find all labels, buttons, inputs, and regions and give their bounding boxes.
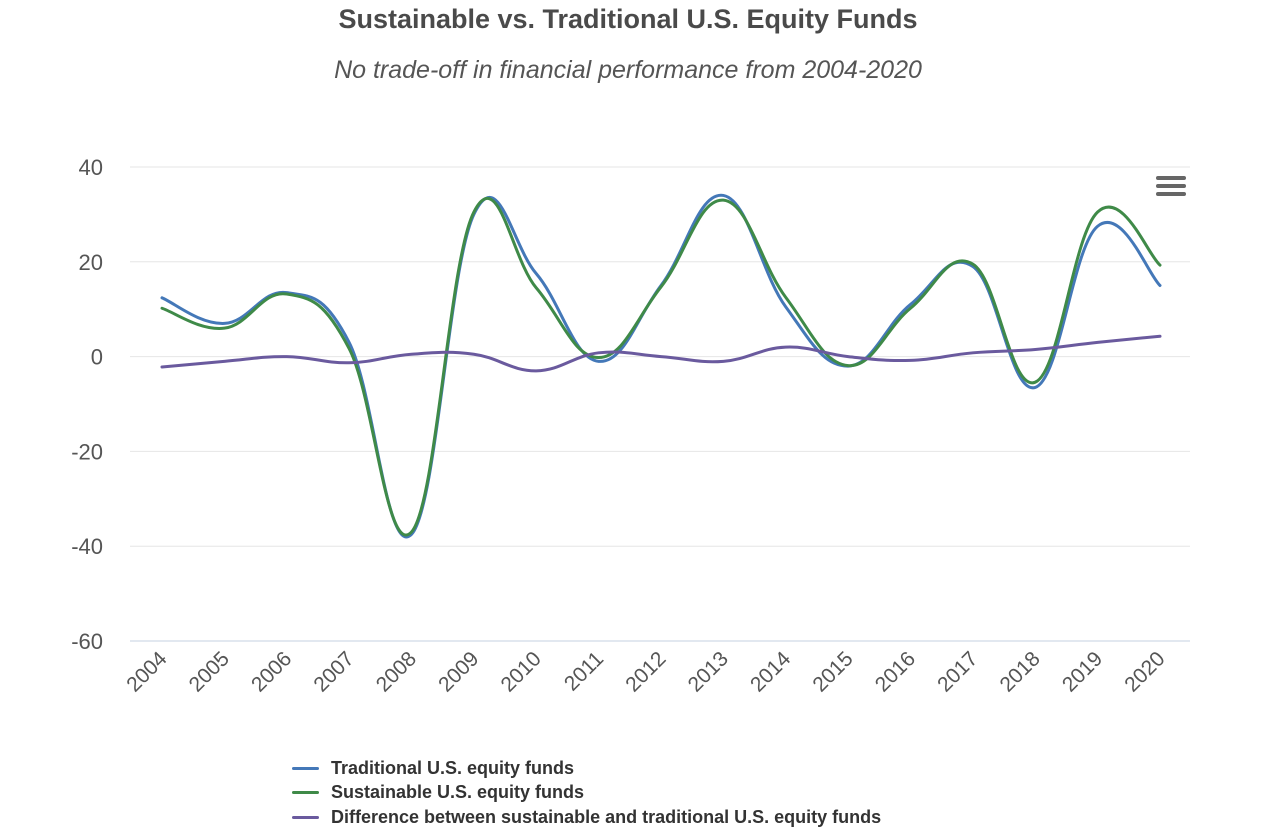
data-point[interactable] bbox=[657, 283, 665, 291]
data-point[interactable] bbox=[283, 290, 291, 298]
x-tick-label: 2018 bbox=[995, 647, 1044, 696]
x-tick-label: 2015 bbox=[808, 647, 857, 696]
legend-label-traditional: Traditional U.S. equity funds bbox=[331, 757, 575, 778]
data-point[interactable] bbox=[345, 359, 353, 367]
data-point[interactable] bbox=[595, 349, 603, 357]
data-point[interactable] bbox=[1031, 345, 1039, 353]
data-point[interactable] bbox=[782, 303, 790, 311]
data-point[interactable] bbox=[1094, 222, 1102, 230]
data-point[interactable] bbox=[470, 208, 478, 216]
x-tick-label: 2017 bbox=[933, 647, 982, 696]
y-tick-label: 0 bbox=[91, 345, 103, 370]
x-tick-label: 2009 bbox=[434, 647, 483, 696]
hamburger-menu-icon bbox=[1156, 176, 1186, 180]
x-tick-label: 2011 bbox=[560, 647, 608, 695]
data-point[interactable] bbox=[782, 293, 790, 301]
y-tick-label: 20 bbox=[79, 250, 103, 275]
series-traditional[interactable] bbox=[160, 193, 1162, 539]
x-tick-label: 2008 bbox=[372, 647, 421, 696]
x-tick-label: 2005 bbox=[185, 647, 234, 696]
data-point[interactable] bbox=[158, 294, 166, 302]
series-sustainable[interactable] bbox=[160, 196, 1162, 537]
data-point[interactable] bbox=[1031, 378, 1039, 386]
data-point[interactable] bbox=[719, 357, 727, 365]
x-tick-label: 2014 bbox=[746, 647, 796, 697]
data-point[interactable] bbox=[907, 356, 915, 364]
data-point[interactable] bbox=[158, 363, 166, 371]
x-tick-label: 2013 bbox=[684, 647, 733, 696]
data-point[interactable] bbox=[345, 345, 353, 353]
data-point[interactable] bbox=[408, 350, 416, 358]
y-tick-label: -20 bbox=[71, 439, 103, 464]
data-point[interactable] bbox=[158, 304, 166, 312]
x-tick-label: 2012 bbox=[621, 647, 670, 696]
x-tick-label: 2016 bbox=[871, 647, 920, 696]
data-point[interactable] bbox=[907, 304, 915, 312]
chart-title: Sustainable vs. Traditional U.S. Equity … bbox=[338, 4, 918, 34]
data-point[interactable] bbox=[719, 196, 727, 204]
legend-swatch-traditional bbox=[292, 766, 319, 770]
legend-swatch-sustainable bbox=[292, 791, 319, 795]
data-point[interactable] bbox=[844, 353, 852, 361]
data-point[interactable] bbox=[532, 367, 540, 375]
y-tick-label: -40 bbox=[71, 534, 103, 559]
data-point[interactable] bbox=[1156, 261, 1164, 269]
data-point[interactable] bbox=[1094, 208, 1102, 216]
y-tick-label: -60 bbox=[71, 629, 103, 654]
legend-item-difference[interactable]: Difference between sustainable and tradi… bbox=[292, 805, 881, 830]
legend: Traditional U.S. equity funds Sustainabl… bbox=[292, 756, 881, 830]
data-point[interactable] bbox=[220, 324, 228, 332]
y-tick-label: 40 bbox=[79, 155, 103, 180]
data-point[interactable] bbox=[408, 528, 416, 536]
legend-label-difference: Difference between sustainable and tradi… bbox=[331, 806, 882, 827]
data-point[interactable] bbox=[782, 343, 790, 351]
data-point[interactable] bbox=[969, 260, 977, 268]
data-point[interactable] bbox=[844, 362, 852, 370]
data-point[interactable] bbox=[220, 357, 228, 365]
data-point[interactable] bbox=[1094, 338, 1102, 346]
data-point[interactable] bbox=[657, 353, 665, 361]
chart-menu-button[interactable] bbox=[1150, 172, 1192, 204]
data-point[interactable] bbox=[283, 353, 291, 361]
x-tick-label: 2020 bbox=[1120, 647, 1169, 696]
legend-item-sustainable[interactable]: Sustainable U.S. equity funds bbox=[292, 781, 881, 806]
x-tick-label: 2004 bbox=[122, 647, 172, 697]
series-difference[interactable] bbox=[160, 334, 1162, 373]
x-tick-label: 2007 bbox=[309, 647, 358, 696]
chart-subtitle: No trade-off in financial performance fr… bbox=[334, 56, 922, 84]
legend-swatch-difference bbox=[292, 815, 319, 819]
data-point[interactable] bbox=[532, 270, 540, 278]
x-tick-label: 2019 bbox=[1058, 647, 1107, 696]
data-point[interactable] bbox=[969, 349, 977, 357]
x-tick-label: 2006 bbox=[247, 647, 296, 696]
data-point[interactable] bbox=[470, 350, 478, 358]
x-tick-label: 2010 bbox=[496, 647, 545, 696]
legend-label-sustainable: Sustainable U.S. equity funds bbox=[331, 782, 585, 803]
data-point[interactable] bbox=[1156, 282, 1164, 290]
data-point[interactable] bbox=[1156, 332, 1164, 340]
data-point[interactable] bbox=[532, 284, 540, 292]
legend-item-traditional[interactable]: Traditional U.S. equity funds bbox=[292, 756, 881, 781]
